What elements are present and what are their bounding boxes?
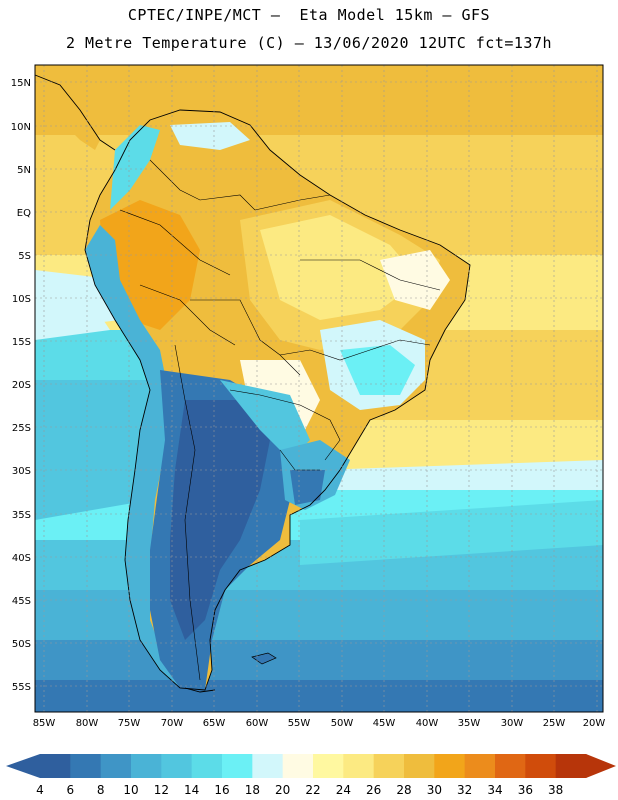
colorbar-label: 24 — [336, 783, 351, 797]
map-title: CPTEC/INPE/MCT – Eta Model 15km – GFS — [127, 6, 491, 24]
lon-label: 65W — [203, 718, 226, 729]
map-subtitle: 2 Metre Temperature (C) – 13/06/2020 12U… — [65, 34, 553, 52]
lon-label: 85W — [33, 718, 56, 729]
lon-label: 70W — [161, 718, 184, 729]
colorbar-cell — [282, 754, 314, 778]
colorbar-label: 30 — [427, 783, 442, 797]
lat-label: 15N — [11, 78, 31, 89]
colorbar-label: 38 — [548, 783, 563, 797]
lat-label: 10N — [11, 122, 31, 133]
latitude-labels: 15N 10N 5N EQ 5S 10S 15S 20S 25S 30S 35S… — [11, 78, 31, 693]
temperature-map: 15N 10N 5N EQ 5S 10S 15S 20S 25S 30S 35S… — [11, 64, 606, 729]
colorbar-cells — [40, 754, 587, 778]
lat-label: 25S — [12, 423, 31, 434]
lat-label: 20S — [12, 380, 31, 391]
colorbar-label: 8 — [97, 783, 105, 797]
colorbar-cell — [252, 754, 284, 778]
lat-label: 40S — [12, 553, 31, 564]
colorbar-max-arrow — [586, 754, 616, 778]
lat-label: 35S — [12, 510, 31, 521]
lat-label: 15S — [12, 337, 31, 348]
longitude-labels: 85W 80W 75W 70W 65W 60W 55W 50W 45W 40W … — [33, 718, 606, 729]
colorbar-cell — [313, 754, 344, 778]
colorbar-label: 32 — [457, 783, 472, 797]
colorbar-label: 10 — [123, 783, 138, 797]
colorbar-label: 6 — [67, 783, 75, 797]
colorbar-cell — [464, 754, 496, 778]
lat-label: 5S — [18, 251, 31, 262]
coastline — [34, 74, 471, 693]
colorbar-cell — [495, 754, 526, 778]
lat-label: EQ — [17, 208, 31, 219]
lat-label: 50S — [12, 639, 31, 650]
lat-label: 45S — [12, 596, 31, 607]
colorbar-cell — [191, 754, 223, 778]
colorbar-cell — [70, 754, 102, 778]
colorbar-label: 4 — [36, 783, 44, 797]
lon-label: 50W — [331, 718, 354, 729]
colorbar-label: 26 — [366, 783, 381, 797]
lon-label: 20W — [583, 718, 606, 729]
colorbar-cell — [40, 754, 71, 778]
colorbar-label: 36 — [518, 783, 533, 797]
lon-label: 40W — [416, 718, 439, 729]
colorbar-cell — [373, 754, 405, 778]
lon-label: 25W — [543, 718, 566, 729]
lon-label: 35W — [458, 718, 481, 729]
colorbar-labels: 4 6 8 10 12 14 16 18 20 22 24 26 28 30 32 34 36 38 — [36, 783, 563, 797]
colorbar-label: 34 — [487, 783, 502, 797]
lat-label: 30S — [12, 466, 31, 477]
colorbar-cell — [222, 754, 253, 778]
colorbar-cell — [404, 754, 435, 778]
lon-label: 80W — [76, 718, 99, 729]
colorbar-label: 12 — [154, 783, 169, 797]
lon-label: 30W — [501, 718, 524, 729]
colorbar-min-arrow — [6, 754, 40, 778]
lat-label: 5N — [17, 165, 31, 176]
colorbar-label: 16 — [214, 783, 229, 797]
colorbar-cell — [100, 754, 132, 778]
map-fields — [35, 65, 603, 712]
colorbar-cell — [525, 754, 557, 778]
colorbar-cell — [555, 754, 587, 778]
colorbar-cell — [131, 754, 162, 778]
colorbar-label: 14 — [184, 783, 199, 797]
lat-label: 10S — [12, 294, 31, 305]
colorbar-cell — [343, 754, 375, 778]
map-frame — [34, 64, 604, 713]
lat-label: 55S — [12, 682, 31, 693]
colorbar-cell — [161, 754, 193, 778]
colorbar-label: 22 — [305, 783, 320, 797]
lon-label: 45W — [373, 718, 396, 729]
colorbar-label: 18 — [245, 783, 260, 797]
colorbar-cell — [434, 754, 466, 778]
lon-label: 60W — [246, 718, 269, 729]
lon-label: 55W — [288, 718, 311, 729]
colorbar-label: 20 — [275, 783, 290, 797]
colorbar-label: 28 — [396, 783, 411, 797]
lon-label: 75W — [118, 718, 141, 729]
colorbar: 4 6 8 10 12 14 16 18 20 22 24 26 28 30 32 34 36 38 — [6, 754, 616, 797]
